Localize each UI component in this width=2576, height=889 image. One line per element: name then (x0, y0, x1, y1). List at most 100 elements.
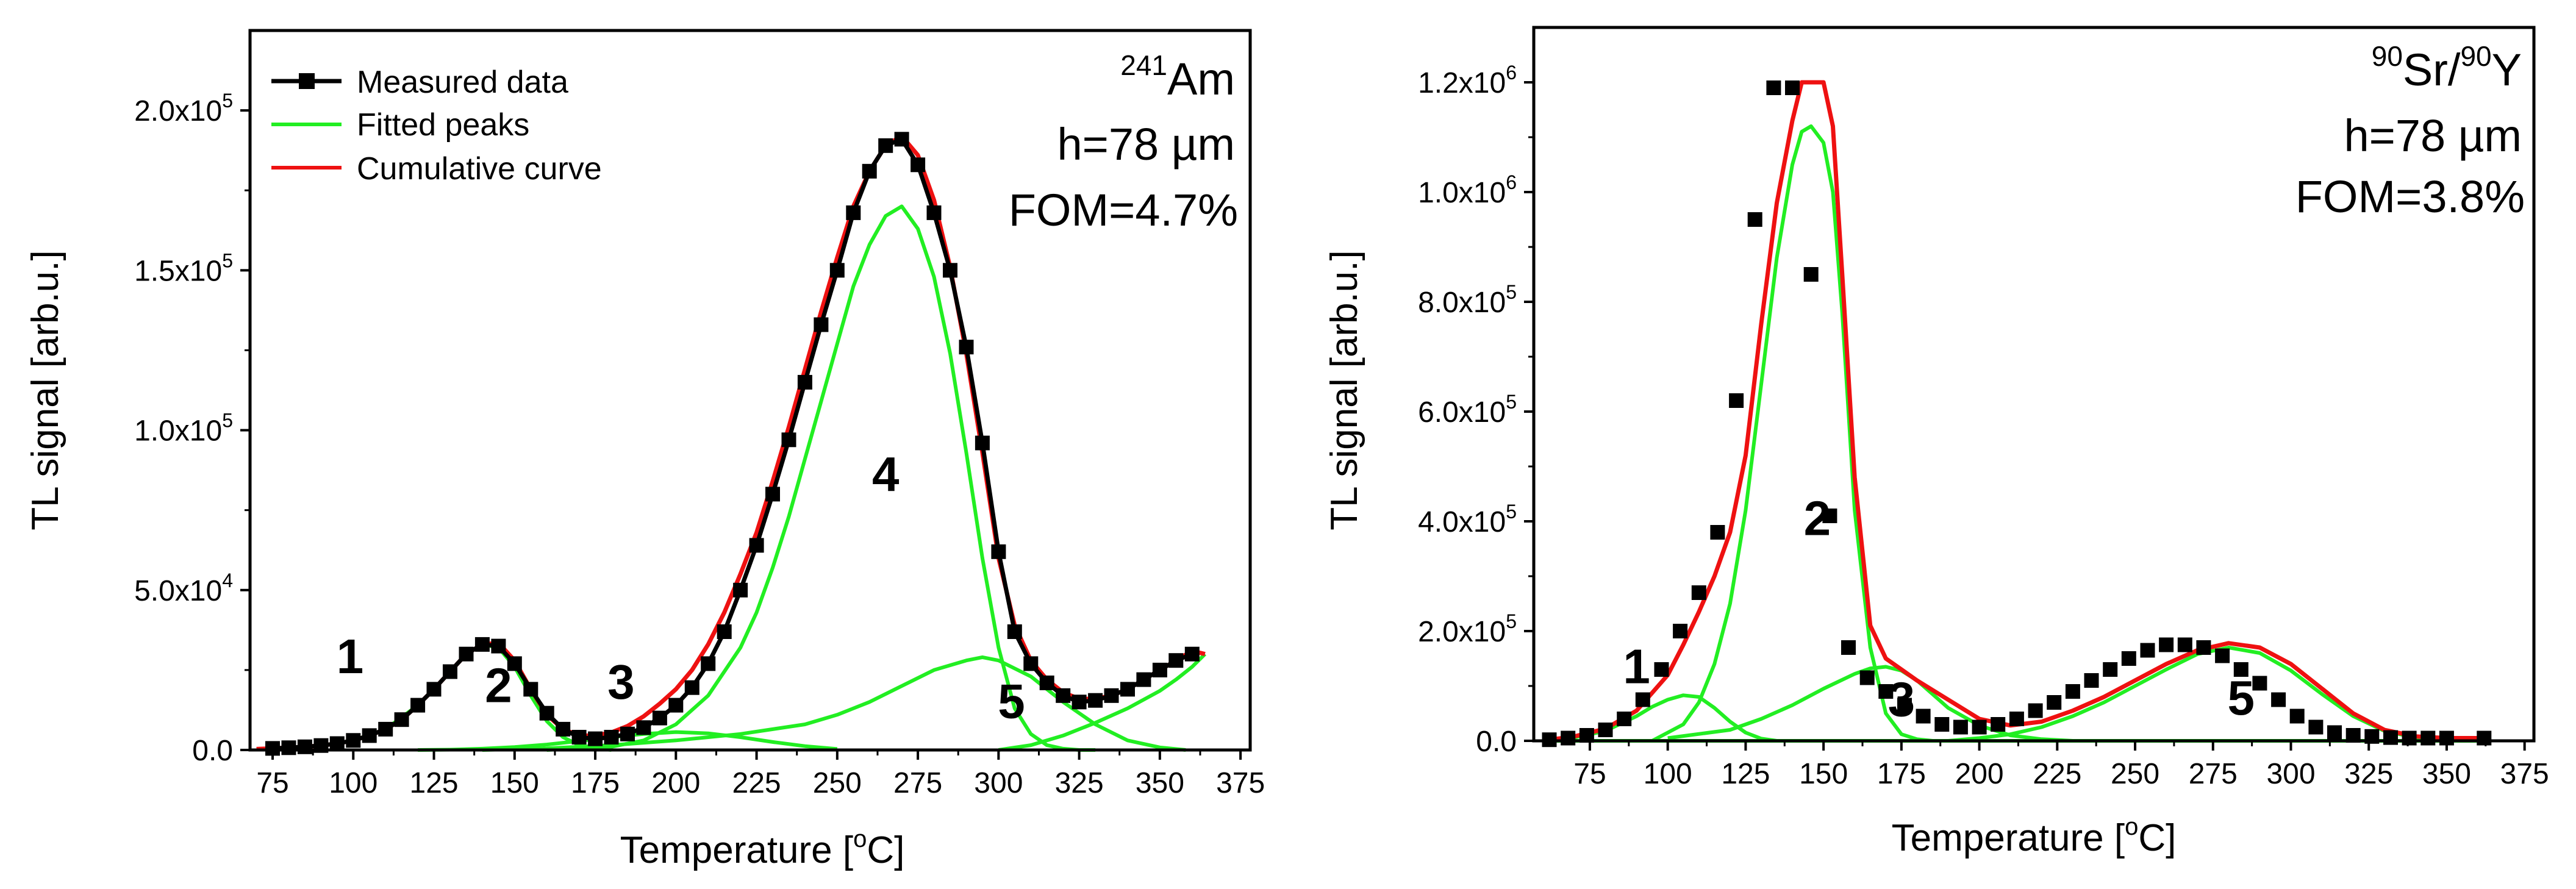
measured-data-point (1168, 653, 1184, 668)
measured-data-point (1561, 730, 1576, 746)
y-tick-label: 5.0x104 (134, 569, 233, 607)
measured-data-point (1803, 267, 1819, 282)
measured-data-point (1184, 646, 1200, 662)
y-tick-exponent: 5 (1506, 610, 1517, 632)
y-tick-mantissa: 2.0x10 (134, 95, 222, 127)
thickness-label: h=78 µm (1057, 119, 1235, 170)
measured-data-point (459, 646, 474, 662)
measured-data-point (1039, 675, 1054, 690)
y-tick-label: 2.0x105 (134, 90, 233, 127)
plot-frame (248, 29, 1252, 752)
measured-data-point (491, 638, 506, 654)
measured-data-point (410, 698, 426, 713)
y-tick-label: 1.2x106 (1418, 62, 1517, 99)
y-tick-mantissa: 8.0x10 (1418, 287, 1506, 319)
x-axis-ticks: 75 100 125 150 175 200 225 250 275 300 325 350 375 (256, 750, 1265, 799)
y-tick-exponent: 5 (222, 90, 233, 112)
peak-label-5: 5 (998, 674, 1025, 729)
measured-data-point (749, 538, 764, 553)
measured-data-point (1916, 709, 1931, 724)
y-tick-label: 6.0x105 (1418, 391, 1517, 429)
measured-data-point (1673, 624, 1688, 638)
source-label: 90Sr/90Y (2372, 40, 2522, 95)
x-tick-label: 200 (651, 767, 700, 799)
x-axis-ticks: 75 100 125 150 175 200 225 250 275 300 325 350 375 (1573, 741, 2549, 790)
measured-data-point (668, 698, 684, 713)
peak-label-2: 2 (1804, 491, 1831, 546)
measured-data-point (1007, 624, 1022, 639)
measured-data-point (1088, 693, 1103, 708)
x-tick-label: 375 (1216, 767, 1265, 799)
x-tick-label: 75 (1573, 758, 1606, 790)
measured-data-point (571, 730, 587, 744)
x-tick-label: 300 (2266, 758, 2315, 790)
x-tick-label: 325 (1055, 767, 1104, 799)
measured-data-point (2047, 695, 2062, 710)
measured-data-point (975, 435, 990, 451)
measured-data-point (1710, 525, 1725, 540)
y-axis-title: TL signal [arb.u.] (24, 250, 66, 530)
measured-data-point (797, 374, 812, 390)
measured-data-point (717, 624, 732, 639)
measured-data-point (1072, 694, 1087, 710)
measured-data-point (1841, 640, 1856, 655)
x-tick-label: 100 (1644, 758, 1692, 790)
measured-data-point (684, 680, 699, 695)
x-tick-label: 325 (2344, 758, 2393, 790)
x-tick-label: 75 (256, 767, 288, 799)
measured-data-point (2252, 676, 2267, 691)
x-axis-title-text: Temperature [ (620, 829, 854, 871)
x-tick-label: 350 (2422, 758, 2471, 790)
measured-data-point (926, 205, 942, 220)
x-tick-label: 225 (732, 767, 781, 799)
measured-data-point (2103, 662, 2118, 677)
peak-label-3: 3 (1888, 673, 1916, 727)
thickness-label: h=78 µm (2344, 110, 2522, 161)
x-tick-label: 275 (2189, 758, 2238, 790)
y-tick-label: 1.0x105 (134, 410, 233, 448)
fitted-peaks-group (256, 204, 1207, 752)
source-superscript-2: 90 (2460, 40, 2491, 72)
measured-data-point (297, 739, 312, 754)
measured-data-point (943, 263, 957, 278)
measured-data-group (265, 132, 1200, 756)
x-tick-label: 350 (1136, 767, 1184, 799)
x-tick-label: 375 (2500, 758, 2549, 790)
x-axis-title: Temperature [oC] (620, 826, 905, 871)
measured-data-point (539, 705, 554, 721)
fitted-peak-line-5 (998, 652, 1207, 752)
chart-sr: 75 100 125 150 175 200 225 250 275 300 325 350 375 0… (1323, 26, 2549, 859)
x-tick-label: 200 (1955, 758, 2004, 790)
measured-data-point (1729, 393, 1744, 408)
measured-data-point (1136, 672, 1151, 687)
y-tick-mantissa: 1.0x10 (1418, 177, 1506, 209)
x-axis-title-unit: C] (867, 829, 904, 871)
measured-data-point (814, 317, 829, 332)
x-tick-label: 150 (1799, 758, 1848, 790)
measured-data-point (765, 487, 780, 502)
measured-data-point (2084, 673, 2099, 688)
measured-data-point (2196, 640, 2211, 655)
measured-data-point (2308, 719, 2324, 735)
measured-data-point (1104, 688, 1119, 703)
measured-data-point (588, 731, 603, 746)
measured-data-point (1766, 80, 1781, 95)
peak-label-1: 1 (1623, 640, 1650, 694)
measured-data-line (272, 137, 1193, 751)
x-tick-label: 300 (974, 767, 1023, 799)
measured-data-point (394, 712, 409, 727)
source-name: Am (1167, 54, 1235, 104)
legend-label-cumulative: Cumulative curve (357, 151, 602, 187)
degree-sign: o (853, 826, 867, 852)
measured-data-point (1023, 656, 1039, 671)
measured-data-point (604, 730, 619, 744)
measured-data-point (2402, 730, 2417, 746)
measured-data-point (862, 163, 877, 179)
y-tick-exponent: 4 (222, 569, 233, 591)
plot-frame (1532, 26, 2536, 743)
measured-data-point (2140, 643, 2155, 658)
peak-label-3: 3 (607, 655, 635, 709)
measured-data-point (507, 656, 522, 671)
y-tick-exponent: 5 (1506, 281, 1517, 303)
measured-data-point (894, 132, 909, 147)
